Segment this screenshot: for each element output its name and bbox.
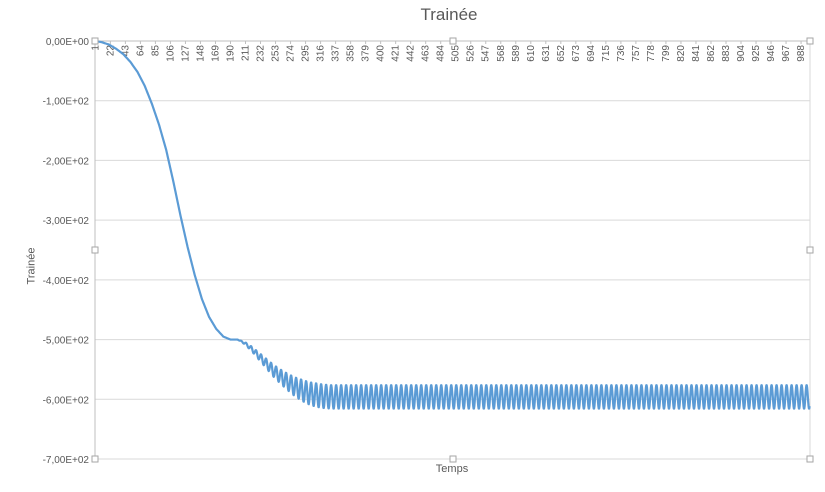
x-tick-label: 253 (271, 45, 282, 62)
x-tick-label: 904 (736, 45, 747, 62)
x-tick-label: 358 (346, 45, 357, 62)
y-tick-label: -1,00E+02 (43, 97, 90, 108)
x-tick-label: 505 (451, 45, 462, 62)
selection-handle (449, 37, 457, 45)
x-tick-label: 694 (586, 45, 597, 62)
x-tick-label: 463 (421, 45, 432, 62)
x-tick-label: 610 (526, 45, 537, 62)
x-tick-label: 211 (241, 45, 252, 61)
x-tick-label: 442 (406, 45, 417, 62)
selection-handle (91, 246, 99, 254)
x-tick-label: 127 (180, 45, 191, 62)
x-axis-title: Temps (435, 463, 469, 475)
x-tick-label: 316 (316, 45, 327, 62)
y-tick-label: 0,00E+00 (46, 37, 90, 48)
x-tick-label: 400 (376, 45, 387, 62)
x-tick-label: 862 (706, 45, 717, 62)
x-tick-label: 652 (556, 45, 567, 62)
selection-handle (806, 246, 814, 254)
x-tick-label: 673 (571, 45, 582, 62)
x-tick-label: 22 (105, 45, 116, 57)
x-tick-label: 841 (691, 45, 702, 62)
x-tick-label: 484 (436, 45, 447, 62)
x-tick-label: 274 (286, 45, 297, 62)
x-tick-label: 64 (135, 45, 146, 57)
x-tick-label: 799 (661, 45, 672, 62)
x-tick-label: 43 (120, 45, 131, 57)
x-tick-label: 568 (496, 45, 507, 62)
y-tick-label: -4,00E+02 (43, 276, 90, 287)
x-tick-label: 631 (541, 45, 552, 62)
x-tick-label: 232 (256, 45, 267, 62)
x-tick-label: 106 (165, 45, 176, 62)
x-tick-label: 715 (601, 45, 612, 62)
y-tick-label: -7,00E+02 (43, 455, 90, 466)
x-tick-label: 589 (511, 45, 522, 62)
x-tick-label: 736 (616, 45, 627, 62)
selection-handle (806, 37, 814, 45)
x-tick-label: 883 (721, 45, 732, 62)
x-tick-label: 295 (301, 45, 312, 62)
x-tick-label: 190 (225, 45, 236, 62)
y-tick-label: -3,00E+02 (43, 216, 90, 227)
x-tick-label: 337 (331, 45, 342, 62)
chart-title: Trainée (420, 5, 478, 24)
y-tick-label: -5,00E+02 (43, 336, 90, 347)
selection-handle (449, 455, 457, 463)
series-line (94, 39, 811, 410)
x-tick-label: 421 (391, 45, 402, 62)
y-tick-label: -6,00E+02 (43, 395, 90, 406)
x-tick-label: 148 (195, 45, 206, 62)
selection-handle (806, 455, 814, 463)
x-tick-label: 757 (631, 45, 642, 62)
x-tick-label: 925 (751, 45, 762, 62)
x-tick-label: 169 (210, 45, 221, 62)
x-tick-label: 988 (796, 45, 807, 62)
x-tick-label: 85 (150, 45, 161, 57)
selection-handle (91, 37, 99, 45)
x-tick-label: 379 (361, 45, 372, 62)
x-tick-label: 946 (766, 45, 777, 62)
selection-handle (91, 455, 99, 463)
x-tick-label: 967 (781, 45, 792, 62)
x-tick-label: 1 (90, 45, 101, 51)
y-tick-label: -2,00E+02 (43, 156, 90, 167)
x-tick-label: 778 (646, 45, 657, 62)
x-tick-label: 547 (481, 45, 492, 62)
x-tick-label: 526 (466, 45, 477, 62)
x-tick-label: 820 (676, 45, 687, 62)
